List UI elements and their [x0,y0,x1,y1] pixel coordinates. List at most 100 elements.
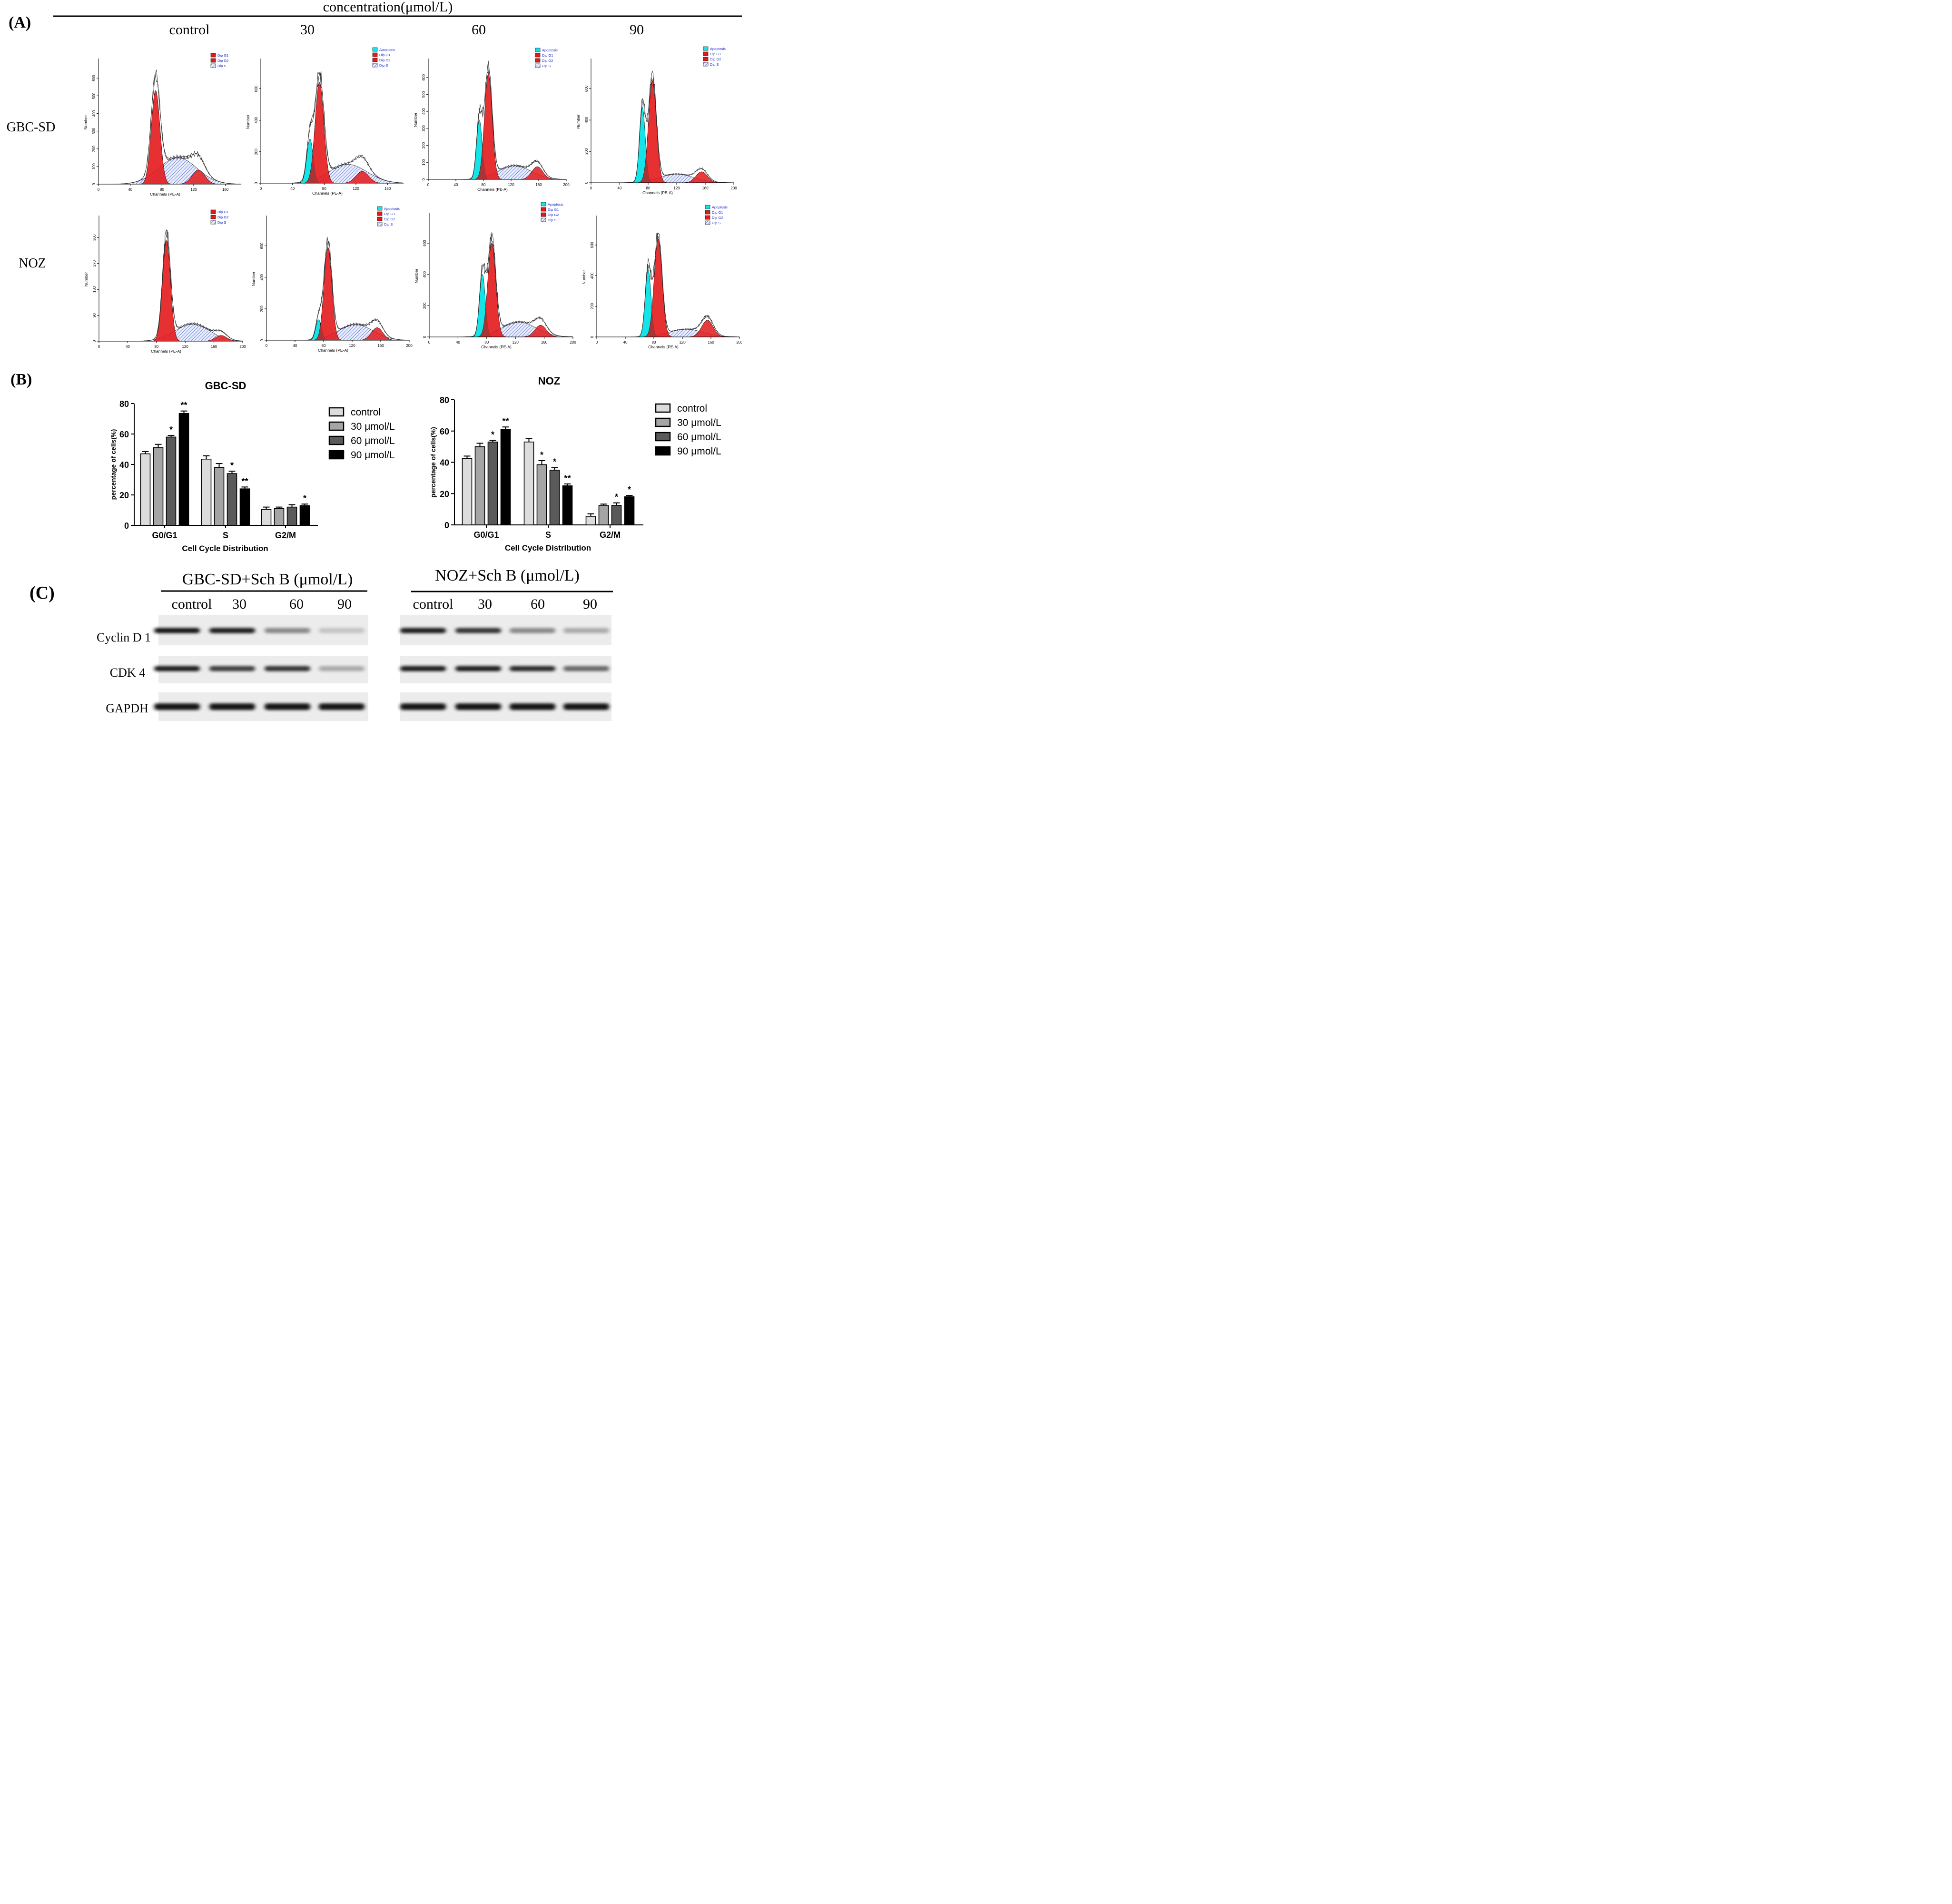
row-label-noz: NOZ [19,256,46,271]
bar-chart-title: GBC-SD [205,380,246,392]
bar-legend: control 30 μmol/L 60 μmol/L 90 μmol/L [328,407,395,461]
histogram-y-tick-label: 0 [92,183,96,185]
legend-swatch-g1 [210,53,216,58]
blot-band [265,703,310,710]
legend-label-g1: Dip G1 [542,53,553,58]
g1-peak-area [428,74,566,180]
bar [239,488,250,526]
histogram-y-tick-label: 600 [590,242,594,248]
significance-marker: ** [564,474,571,483]
histogram-y-tick-label: 100 [92,163,96,170]
blot-group-1: control 30 60 90 [400,596,611,721]
g1-peak-area [261,82,404,184]
histogram-y-tick-label: 600 [254,85,258,92]
g1-peak-area [99,240,243,342]
histogram-x-tick-label: 200 [570,340,576,345]
legend-label-apoptosis: Apoptosis [548,202,563,207]
histogram-x-tick-label: 160 [541,340,548,345]
histogram-y-tick-label: 200 [254,148,258,155]
legend-label-s: Dip S [542,64,551,68]
legend-swatch-s [210,63,216,68]
lane-label: 90 [583,596,597,612]
legend-swatch [655,417,671,427]
histogram-y-axis-label: Number [413,113,418,127]
histogram-x-tick-label: 0 [590,186,592,190]
histogram-1-2: 0 40 80 120 160 200 0 200 400 600 Channels (PE-A) N… [414,202,576,349]
bar [153,447,164,526]
bar-x-tick-label: G0/G1 [152,531,177,540]
significance-marker: ** [502,416,509,426]
histogram-y-axis-label: Number [582,270,586,284]
histogram-y-tick-label: 0 [590,335,594,338]
histogram-0-0: 0 40 80 120 160 0 100 200 300 400 500 600 Channels (… [83,53,242,197]
legend-swatch-g2 [703,57,709,61]
legend-swatch [328,421,345,431]
bar [227,473,237,526]
histogram-envelope-line [591,78,734,183]
histogram-envelope-line [428,60,567,180]
histogram-x-tick-label: 80 [154,345,158,349]
legend-swatch-s [703,62,709,67]
blot-band [209,703,255,710]
legend-label-g2: Dip G2 [710,57,721,61]
panel-b-label: (B) [10,371,32,388]
legend-swatch [328,450,345,460]
bar [201,458,212,526]
blot-band [455,628,501,633]
legend-label: control [677,403,707,414]
histogram-x-tick-label: 120 [182,345,189,349]
protein-label-cdk4: CDK 4 [110,666,145,680]
legend-swatch-g2 [541,212,546,217]
histogram-envelope-line [261,71,404,184]
bar [536,464,547,525]
bar-x-tick-label: G0/G1 [473,530,499,540]
blot-title-gbc-sd: GBC-SD+Sch B (μmol/L) [182,571,353,588]
histogram-x-tick-label: 120 [349,344,355,348]
lane-label: control [172,596,212,612]
histogram-y-tick-label: 200 [260,306,264,312]
g1-peak-area [591,80,734,183]
bar-y-tick-label: 60 [119,430,129,439]
legend-label-s: Dip S [217,64,226,68]
histogram-y-tick-label: 0 [92,340,97,342]
column-label-control: control [169,22,210,38]
histogram-envelope-line [266,237,410,341]
panel-c-label: (C) [30,583,55,603]
blot-band [455,703,501,710]
legend-label-g1: Dip G1 [548,207,559,212]
histogram-y-tick-label: 200 [423,302,427,309]
blot-band [400,703,446,710]
bar [585,516,596,525]
significance-marker: ** [241,476,248,486]
legend-swatch-g2 [210,58,216,63]
legend-label-s: Dip S [217,220,226,225]
legend-label-g2: Dip G2 [712,216,723,220]
histogram-envelope-line [591,70,734,183]
histogram-y-tick-label: 0 [422,178,426,180]
blot-band [265,628,310,633]
histogram-x-tick-label: 160 [211,345,217,349]
bar-chart-0: GBC-SD 0 20 40 60 80 percentage of cells(%) G0/… [109,380,395,553]
legend-label: 90 μmol/L [677,446,721,457]
legend-label-s: Dip S [548,218,556,222]
bar-y-tick-label: 0 [444,521,449,530]
histogram-y-tick-label: 400 [260,274,264,280]
histogram-y-tick-label: 200 [92,145,96,152]
legend-swatch-g1 [703,51,709,56]
blot-band [154,703,200,710]
blot-band [154,628,200,633]
legend-swatch-g1 [541,207,546,212]
blot-band [209,666,255,671]
histogram-x-tick-label: 200 [730,186,737,190]
blot-band [510,703,555,710]
histogram-y-tick-label: 0 [260,339,264,341]
histogram-x-tick-label: 0 [596,340,598,345]
legend-swatch-s [210,220,216,225]
histogram-x-tick-label: 0 [260,187,262,191]
histogram-x-tick-label: 80 [322,187,326,191]
legend-swatch [655,432,671,442]
